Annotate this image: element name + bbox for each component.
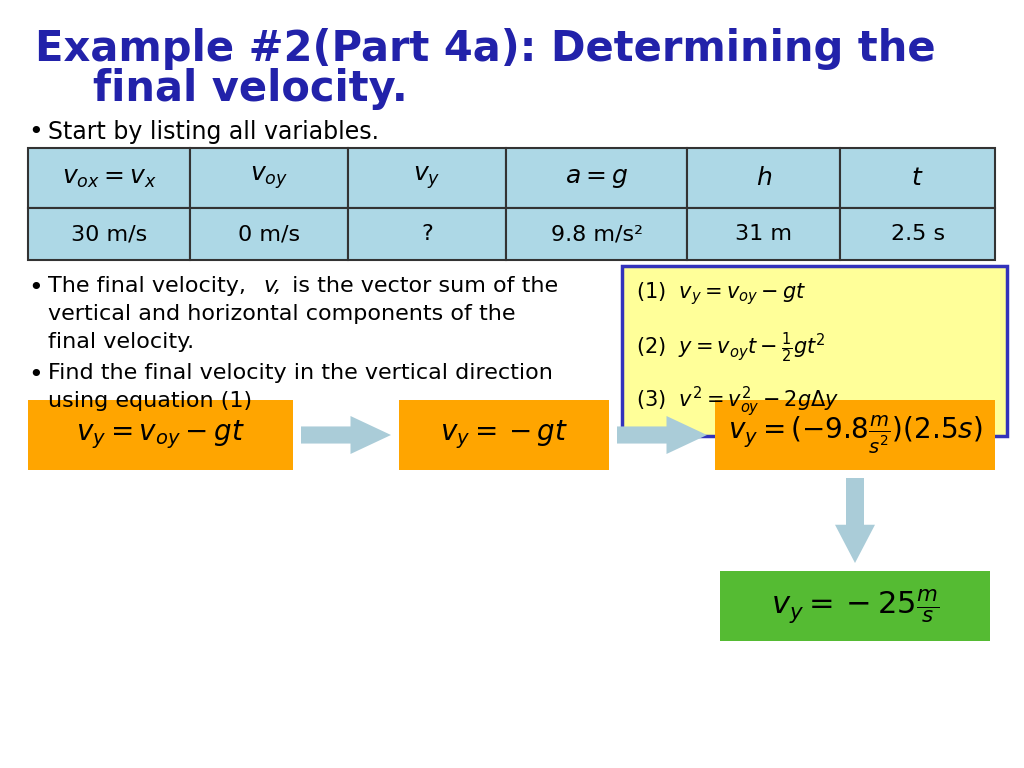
Bar [28, 208, 190, 260]
Text: $v_y = v_{oy} - gt$: $v_y = v_{oy} - gt$ [76, 419, 245, 452]
Bar [715, 400, 995, 470]
Bar [720, 571, 990, 641]
Bar [687, 208, 841, 260]
Bar [190, 208, 348, 260]
Bar [348, 208, 506, 260]
Text: (3)  $v^2 = v_{oy}^2 - 2g\Delta y$: (3) $v^2 = v_{oy}^2 - 2g\Delta y$ [636, 385, 840, 419]
Text: The final velocity,: The final velocity, [48, 276, 253, 296]
Bar [841, 148, 995, 208]
Bar [506, 148, 687, 208]
Text: Find the final velocity in the vertical direction: Find the final velocity in the vertical … [48, 363, 553, 383]
Text: $v_{oy}$: $v_{oy}$ [250, 164, 289, 191]
Text: is the vector sum of the: is the vector sum of the [285, 276, 558, 296]
Text: 9.8 m/s²: 9.8 m/s² [551, 224, 643, 244]
Text: •: • [28, 363, 43, 387]
Bar [506, 208, 687, 260]
Bar [28, 400, 293, 470]
Text: $v_y = -gt$: $v_y = -gt$ [440, 419, 568, 452]
Text: vertical and horizontal components of the: vertical and horizontal components of th… [48, 304, 515, 324]
Text: $t$: $t$ [911, 166, 924, 190]
Text: v,: v, [263, 276, 282, 296]
Polygon shape [835, 478, 874, 563]
Text: $h$: $h$ [756, 166, 772, 190]
Text: $v_y = (-9.8\frac{m}{s^2})(2.5s)$: $v_y = (-9.8\frac{m}{s^2})(2.5s)$ [728, 414, 982, 456]
Text: final velocity.: final velocity. [35, 68, 408, 110]
Text: $a = g$: $a = g$ [565, 166, 628, 190]
Bar [687, 148, 841, 208]
Text: •: • [28, 120, 43, 144]
Text: 2.5 s: 2.5 s [891, 224, 945, 244]
Text: using equation (1): using equation (1) [48, 391, 252, 411]
Bar [841, 208, 995, 260]
Polygon shape [617, 416, 707, 454]
Bar [348, 148, 506, 208]
Text: $v_{ox} = v_x$: $v_{ox} = v_x$ [62, 166, 157, 190]
Polygon shape [301, 416, 391, 454]
Text: $v_y = -25\frac{m}{s}$: $v_y = -25\frac{m}{s}$ [771, 587, 939, 625]
Text: Start by listing all variables.: Start by listing all variables. [48, 120, 379, 144]
Text: Example #2(Part 4a): Determining the: Example #2(Part 4a): Determining the [35, 28, 936, 70]
Bar [399, 400, 609, 470]
Bar [190, 148, 348, 208]
Text: ?: ? [421, 224, 433, 244]
Bar [28, 148, 190, 208]
Bar [622, 266, 1007, 436]
Text: (2)  $y = v_{oy}t - \frac{1}{2}gt^2$: (2) $y = v_{oy}t - \frac{1}{2}gt^2$ [636, 330, 825, 365]
Text: final velocity.: final velocity. [48, 332, 195, 352]
Text: 31 m: 31 m [735, 224, 793, 244]
Text: 30 m/s: 30 m/s [71, 224, 147, 244]
Text: $v_y$: $v_y$ [414, 164, 440, 191]
Text: •: • [28, 276, 43, 300]
Text: 0 m/s: 0 m/s [239, 224, 300, 244]
Text: (1)  $v_y = v_{oy} - gt$: (1) $v_y = v_{oy} - gt$ [636, 280, 806, 306]
